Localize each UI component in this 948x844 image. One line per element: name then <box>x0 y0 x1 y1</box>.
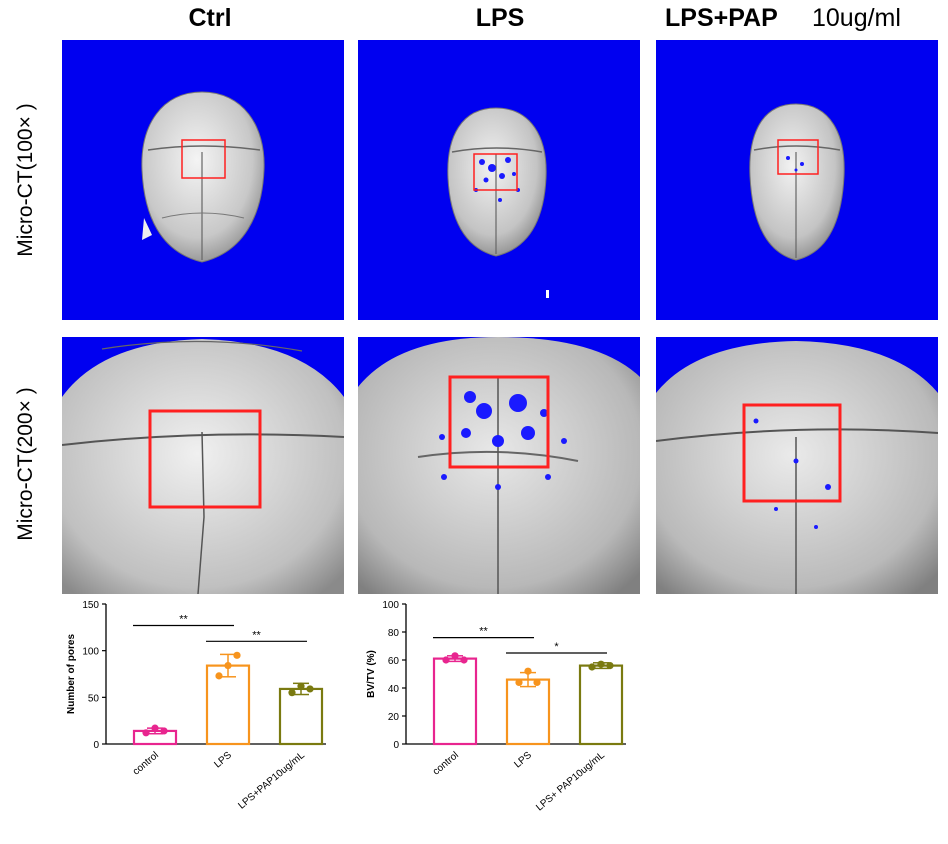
y-tick-label: 0 <box>93 740 99 751</box>
y-tick-label: 60 <box>388 656 400 667</box>
microct-200x-lps <box>358 337 640 594</box>
microct-100x-lps-pap <box>656 40 938 320</box>
significance-label: ** <box>179 613 188 625</box>
row-label-100x: Micro-CT(100× ) <box>14 103 37 257</box>
chart-bvtv: 0 20 40 60 80 100 BV/TV (%) control LPS LPS+ PAP1… <box>360 598 640 842</box>
data-point <box>451 652 459 660</box>
y-tick-label: 50 <box>88 693 100 704</box>
microct-200x-lps-pap <box>656 337 938 594</box>
data-point <box>306 685 314 693</box>
data-point <box>524 667 532 675</box>
y-tick-label: 0 <box>393 740 399 751</box>
data-point <box>588 663 596 671</box>
column-title-ctrl: Ctrl <box>188 4 232 32</box>
x-tick-label: LPS+PAP10ug/mL <box>236 750 307 812</box>
x-tick-label: LPS <box>212 750 234 771</box>
significance-label: ** <box>252 629 261 641</box>
column-title-lps-pap: LPS+PAP <box>665 4 778 32</box>
data-point <box>151 724 159 732</box>
column-title-dose: 10ug/ml <box>812 4 901 32</box>
bar <box>432 657 478 746</box>
chart-number-of-pores: 0 50 100 150 Number of pores control LPS LPS+PA… <box>60 598 340 842</box>
data-point <box>606 662 614 670</box>
data-point <box>460 656 468 664</box>
y-tick-label: 100 <box>382 600 399 611</box>
data-point <box>215 672 223 680</box>
data-point <box>142 729 150 737</box>
data-point <box>233 651 241 659</box>
x-tick-label: LPS+ PAP10ug/mL <box>534 750 607 814</box>
significance-label: ** <box>479 626 488 638</box>
data-point <box>597 660 605 668</box>
y-tick-label: 20 <box>388 712 400 723</box>
y-tick-label: 100 <box>82 647 99 658</box>
microct-100x-ctrl <box>62 40 344 320</box>
bar <box>578 664 624 746</box>
x-tick-label: control <box>431 750 461 778</box>
significance-label: * <box>554 641 559 653</box>
data-point <box>288 689 296 697</box>
y-tick-label: 40 <box>388 684 400 695</box>
x-tick-label: LPS <box>512 750 534 771</box>
y-tick-label: 80 <box>388 628 400 639</box>
column-title-lps: LPS <box>475 4 525 32</box>
data-point <box>297 682 305 690</box>
x-tick-label: control <box>131 750 161 778</box>
y-axis-label: BV/TV (%) <box>366 650 377 698</box>
data-point <box>515 678 523 686</box>
data-point <box>160 727 168 735</box>
y-tick-label: 150 <box>82 600 99 611</box>
y-axis-label: Number of pores <box>66 634 77 714</box>
data-point <box>442 656 450 664</box>
bar <box>505 678 551 746</box>
data-point <box>224 662 232 670</box>
row-label-200x: Micro-CT(200× ) <box>14 387 37 541</box>
bar <box>278 687 324 746</box>
data-point <box>533 678 541 686</box>
microct-100x-lps <box>358 40 640 320</box>
microct-200x-ctrl <box>62 337 344 594</box>
